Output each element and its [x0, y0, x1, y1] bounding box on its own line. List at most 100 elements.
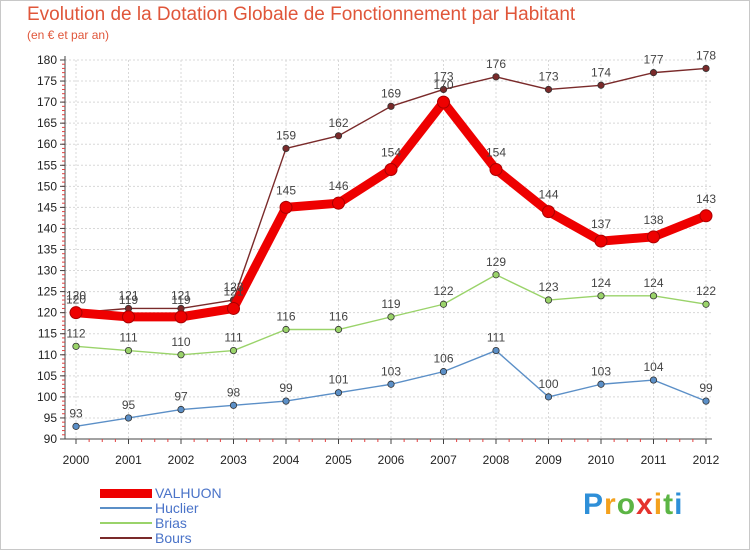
data-label-valhuon: 146	[328, 179, 348, 193]
data-point-brias	[334, 325, 343, 334]
legend-label: Huclier	[155, 500, 199, 516]
data-point-bours	[282, 144, 290, 153]
data-label-brias: 124	[591, 276, 611, 290]
data-point-bours	[439, 85, 448, 94]
legend-swatch	[100, 537, 152, 539]
y-tick-label: 160	[37, 137, 57, 151]
x-tick-label: 2007	[430, 453, 457, 467]
y-tick-label: 105	[37, 369, 57, 383]
data-point-huclier	[649, 376, 658, 384]
data-label-huclier: 95	[122, 398, 136, 412]
y-tick-label: 165	[37, 116, 57, 130]
data-label-huclier: 99	[699, 381, 713, 395]
data-point-valhuon	[594, 234, 608, 248]
data-point-huclier	[334, 389, 343, 397]
y-tick-label: 150	[37, 179, 57, 193]
data-point-brias	[492, 271, 500, 279]
data-label-brias: 116	[329, 310, 348, 324]
logo-letter: P	[583, 488, 605, 521]
y-tick-label: 180	[37, 53, 57, 67]
logo-letter: o	[616, 488, 637, 521]
data-label-bours: 173	[433, 69, 453, 83]
legend-label: Brias	[155, 515, 187, 531]
data-label-valhuon: 154	[381, 145, 401, 159]
y-tick-label: 125	[37, 285, 57, 299]
data-label-valhuon: 170	[433, 78, 453, 92]
legend-label: Bours	[155, 530, 192, 546]
data-point-brias	[72, 342, 80, 350]
data-label-bours: 162	[328, 116, 348, 130]
data-label-valhuon: 145	[276, 183, 296, 197]
data-label-valhuon: 144	[538, 188, 558, 202]
y-tick-label: 170	[37, 95, 57, 109]
x-tick-label: 2012	[693, 453, 720, 467]
data-label-huclier: 97	[174, 390, 188, 404]
y-tick-label: 140	[37, 221, 57, 235]
data-point-valhuon	[227, 301, 240, 315]
y-tick-label: 115	[38, 327, 57, 341]
data-point-brias	[544, 296, 553, 304]
data-point-huclier	[492, 346, 500, 355]
data-point-valhuon	[699, 209, 713, 223]
data-label-bours: 159	[276, 128, 296, 142]
logo-letter: r	[604, 488, 617, 521]
data-label-brias: 122	[433, 284, 453, 298]
data-point-huclier	[702, 397, 710, 405]
data-label-brias: 119	[381, 297, 400, 311]
data-point-valhuon	[174, 310, 188, 324]
data-point-bours	[597, 81, 605, 89]
proxiti-logo: Proxiti	[583, 488, 683, 522]
x-tick-label: 2001	[115, 453, 142, 467]
logo-letter: x	[636, 488, 654, 521]
data-point-valhuon	[69, 306, 83, 320]
data-point-valhuon	[489, 162, 503, 176]
data-label-bours: 177	[643, 53, 663, 67]
x-tick-label: 2005	[325, 453, 352, 467]
legend-swatch	[100, 522, 152, 524]
data-label-bours: 176	[486, 57, 506, 71]
data-point-valhuon	[384, 162, 398, 176]
data-label-huclier: 93	[69, 406, 83, 420]
x-tick-label: 2004	[273, 453, 300, 467]
data-point-huclier	[439, 368, 448, 376]
data-label-bours: 123	[223, 280, 243, 294]
y-tick-label: 95	[44, 411, 58, 425]
y-tick-label: 145	[37, 200, 57, 214]
data-point-brias	[597, 292, 605, 300]
data-label-brias: 111	[119, 331, 138, 345]
data-point-huclier	[387, 380, 395, 388]
data-point-bours	[334, 132, 343, 140]
data-point-bours	[387, 102, 395, 110]
data-point-brias	[124, 346, 133, 355]
data-label-bours: 178	[696, 48, 716, 62]
data-label-huclier: 111	[487, 331, 506, 345]
data-point-valhuon	[122, 310, 135, 324]
data-point-bours	[649, 69, 658, 77]
data-point-bours	[702, 64, 710, 73]
data-label-brias: 122	[696, 284, 716, 298]
data-point-brias	[649, 292, 658, 300]
data-point-bours	[544, 85, 553, 94]
data-point-brias	[282, 325, 290, 334]
data-label-brias: 129	[486, 255, 506, 269]
data-label-valhuon: 137	[591, 217, 611, 231]
data-point-bours	[492, 73, 500, 81]
data-point-huclier	[544, 393, 553, 401]
data-label-bours: 120	[66, 293, 86, 307]
y-tick-label: 135	[37, 243, 57, 257]
data-label-bours: 121	[171, 288, 191, 302]
y-tick-label: 90	[44, 432, 58, 446]
data-label-brias: 123	[538, 280, 558, 294]
chart-title: Evolution de la Dotation Globale de Fonc…	[27, 4, 576, 25]
x-tick-label: 2009	[535, 453, 562, 467]
data-label-huclier: 98	[227, 385, 241, 399]
data-point-valhuon	[279, 200, 293, 214]
data-label-bours: 173	[538, 69, 558, 83]
data-point-valhuon	[647, 230, 660, 244]
data-label-huclier: 103	[591, 364, 611, 378]
data-point-brias	[387, 313, 395, 321]
data-point-huclier	[177, 405, 185, 414]
data-label-valhuon: 119	[171, 293, 190, 307]
